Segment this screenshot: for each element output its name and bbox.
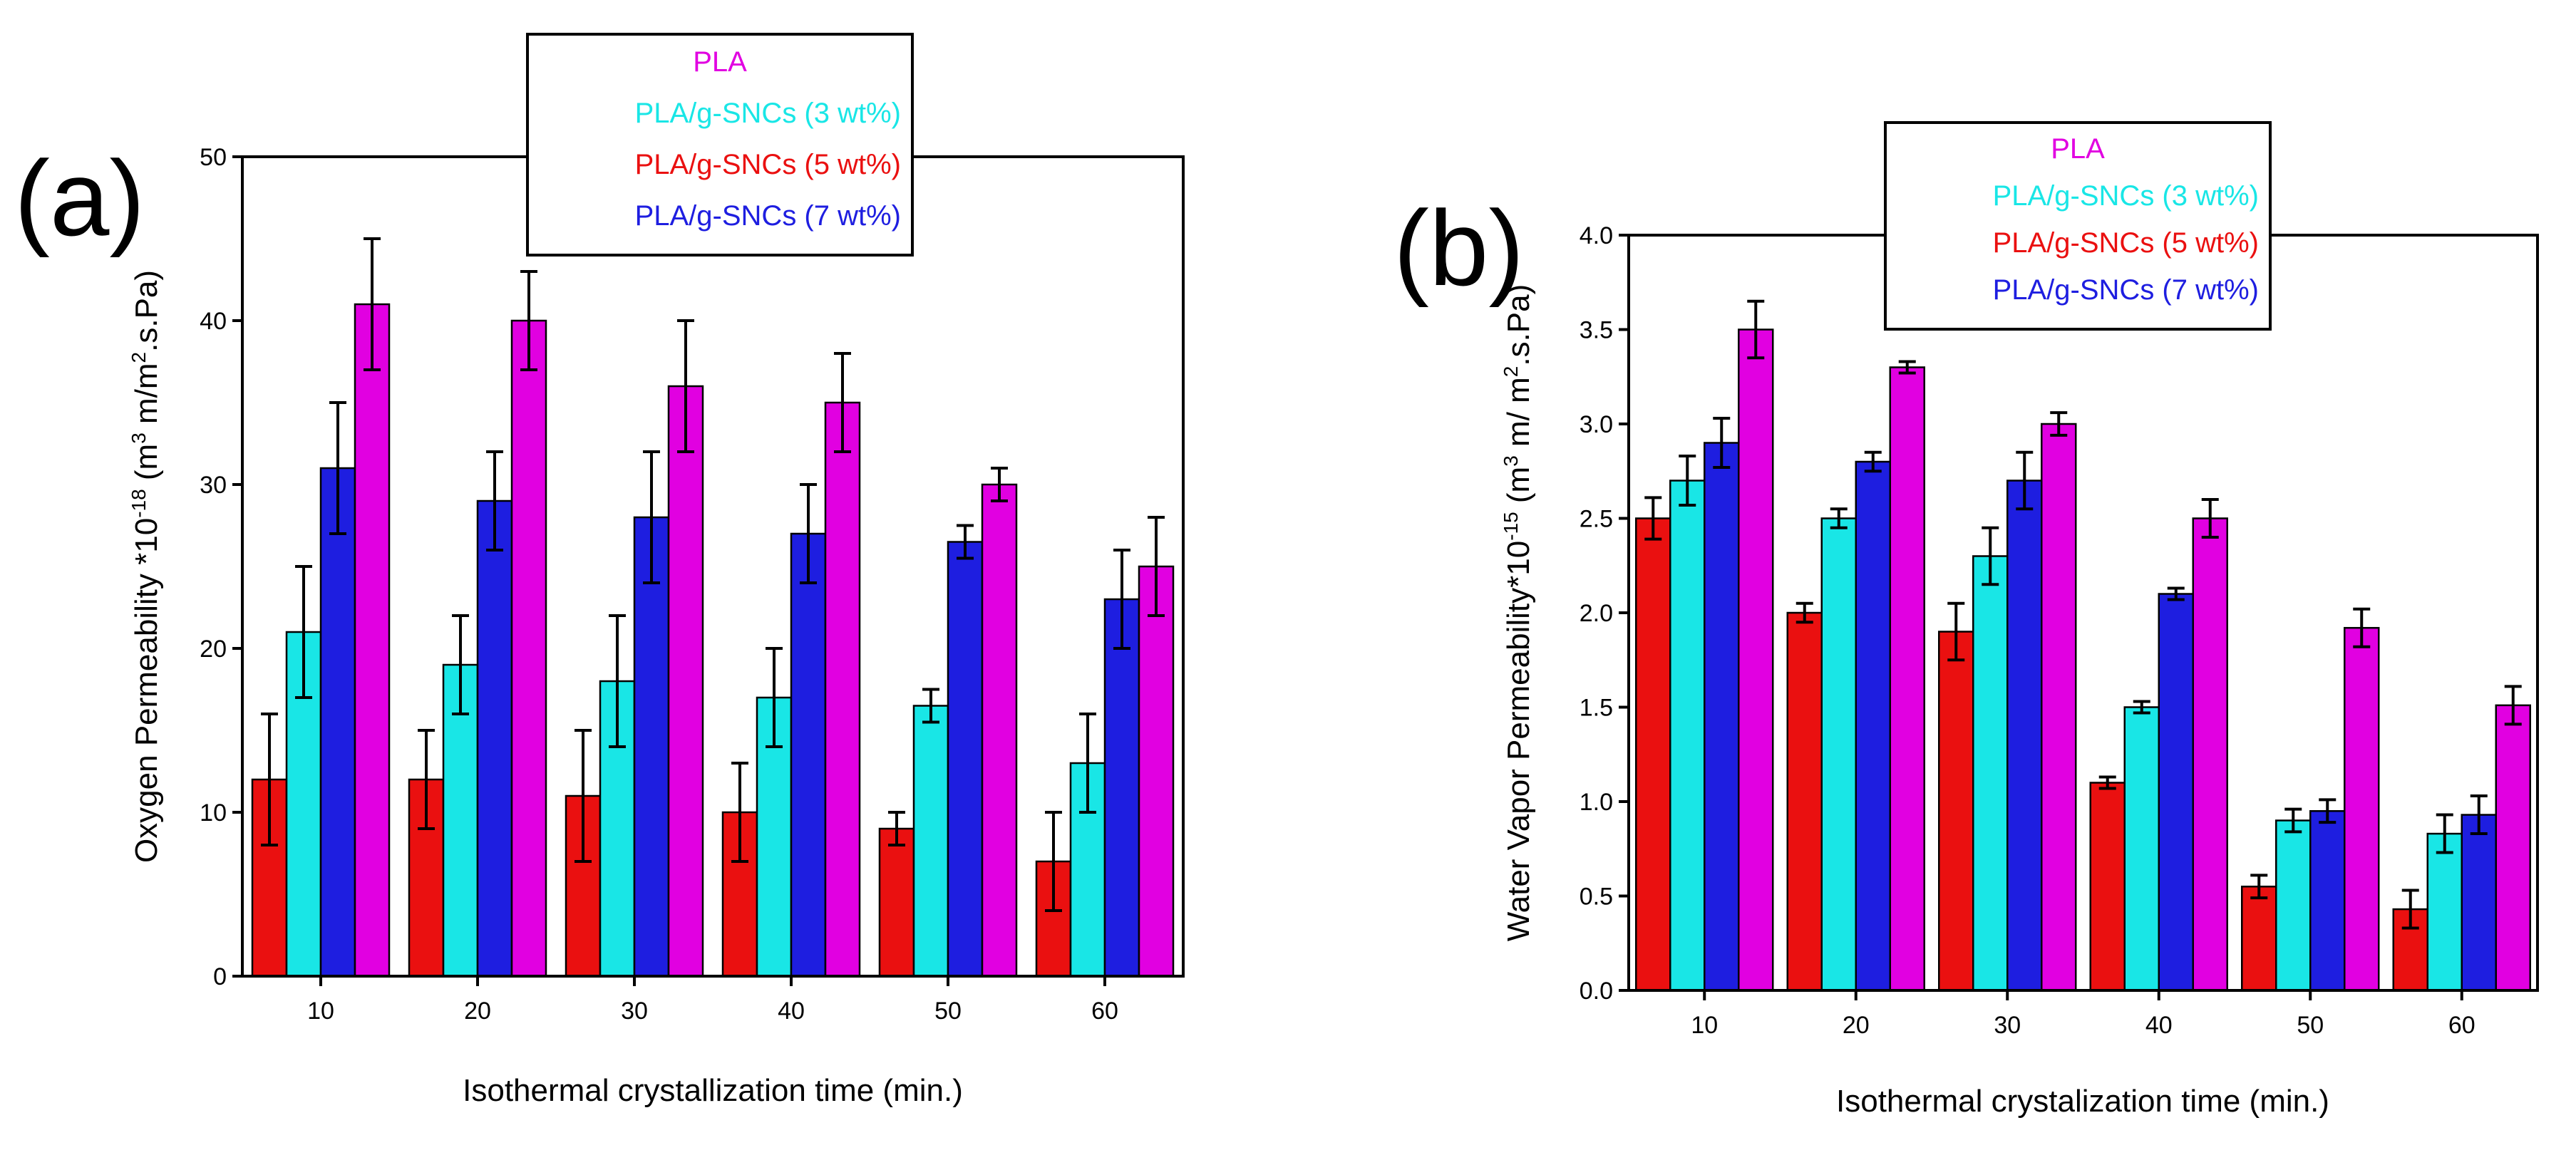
panel-a-legend-entry-pla: PLA [693,46,747,78]
panel-a-legend-entry-pla-g-sncs-5-wt: PLA/g-SNCs (5 wt%) [635,149,901,180]
panel-b-legend-box [1884,121,2272,331]
panel-a-xtick-label: 40 [778,998,805,1025]
panel-b-ytick-label: 4.0 [1580,222,1613,249]
panel-a-bar-pla-g-sncs-7-wt-20 [476,499,513,978]
panel-a-y-axis-title-part: (m [129,444,164,490]
panel-b-bar-pla-g-sncs-7-wt-20 [1855,460,1891,992]
panel-a-bar-pla-60 [1138,565,1175,978]
panel-a-label: (a) [14,138,145,258]
panel-a-bar-pla-g-sncs-7-wt-10 [319,467,356,978]
panel-a-xtick-label: 60 [1091,998,1118,1025]
panel-a-y-axis-title-part: .s.Pa) [129,270,164,352]
panel-b-ytick-label: 2.5 [1580,506,1613,533]
panel-a-ytick-label: 0 [213,963,227,990]
panel-b-y-axis-title-part: (m [1501,467,1536,512]
panel-b-xtick-label: 20 [1843,1012,1870,1039]
panel-a-ytick-label: 30 [200,472,227,499]
panel-b-bar-pla-g-sncs-3-wt-50 [2275,819,2312,992]
panel-a-xtick-label: 50 [934,998,962,1025]
panel-a-legend-entry-pla-g-sncs-7-wt: PLA/g-SNCs (7 wt%) [635,200,901,232]
panel-a-x-axis-title: Isothermal crystallization time (min.) [463,1073,963,1108]
panel-b-bar-pla-40 [2192,517,2228,992]
panel-b-y-axis-title: Water Vapor Permeability*10-15 (m3 m/ m2… [1500,284,1536,942]
panel-b-bar-pla-g-sncs-7-wt-60 [2461,814,2497,992]
panel-b-legend-entry-pla-g-sncs-3-wt: PLA/g-SNCs (3 wt%) [1993,180,2259,212]
panel-a-legend-entry-pla-g-sncs-3-wt: PLA/g-SNCs (3 wt%) [635,98,901,129]
panel-b-xtick-label: 30 [1994,1012,2021,1039]
panel-b-bar-pla-g-sncs-3-wt-40 [2123,706,2160,992]
panel-a-bar-pla-g-sncs-7-wt-40 [790,532,827,978]
panel-b-x-axis-title: Isothermal crystalization time (min.) [1836,1084,2329,1119]
panel-b-water-vapor-permeability: (b) 0.0 0.5 1.0 1.5 2.0 2.5 3.0 3.5 4.0 10 20 30 40 50… [1393,121,2539,1119]
panel-b-ytick-label: 0.5 [1580,884,1613,911]
panel-b-legend-entry-pla-g-sncs-5-wt: PLA/g-SNCs (5 wt%) [1993,227,2259,259]
panel-a-bar-pla-g-sncs-3-wt-40 [756,696,793,978]
panel-b-bar-pla-g-sncs-3-wt-30 [1972,555,2009,992]
panel-a-bar-pla-g-sncs-7-wt-60 [1103,598,1140,978]
panel-a-y-axis-title: Oxygen Permeability *10-18 (m3 m/m2.s.Pa… [128,270,164,863]
panel-b-y-axis-title-part: -15 [1500,512,1522,540]
panel-a-y-axis-title-part: Oxygen Permeability *10 [129,518,164,863]
panel-a-ytick-label: 50 [200,144,227,171]
panel-a-xtick-label: 10 [307,998,334,1025]
panel-a-legend-box [526,33,914,257]
panel-b-y-axis-title-part: Water Vapor Permeability*10 [1501,541,1536,941]
panel-b-bar-pla-g-sncs-7-wt-40 [2158,593,2194,992]
panel-a-bar-pla-g-sncs-7-wt-30 [633,516,670,978]
panel-a-y-axis-title-part: 3 [128,433,150,444]
panel-b-bar-pla-g-sncs-7-wt-30 [2006,480,2043,992]
panel-b-bar-pla-g-sncs-7-wt-10 [1704,442,1740,992]
panel-a-bar-pla-g-sncs-3-wt-20 [442,663,479,978]
panel-b-bar-pla-20 [1889,366,1925,992]
panel-b-y-axis-title-part: m/ m [1501,377,1536,455]
panel-b-bar-pla-g-sncs-5-wt-40 [2089,782,2126,992]
panel-b-ytick-label: 1.0 [1580,789,1613,816]
panel-a-bar-pla-50 [981,483,1018,978]
panel-b-bar-pla-g-sncs-5-wt-10 [1635,517,1671,992]
panel-a-xtick-label: 20 [464,998,491,1025]
panel-b-y-axis-title-part: .s.Pa) [1501,284,1536,366]
panel-b-ytick-label: 2.0 [1580,600,1613,627]
panel-a-bar-pla-g-sncs-5-wt-50 [878,827,915,978]
panel-b-bar-pla-g-sncs-7-wt-50 [2309,810,2346,992]
panel-a-ytick-label: 20 [200,636,227,663]
panel-b-xtick-label: 10 [1691,1012,1718,1039]
panel-b-bar-pla-50 [2344,626,2380,992]
panel-a-bar-pla-g-sncs-3-wt-50 [912,705,949,978]
panel-b-ytick-label: 1.5 [1580,695,1613,722]
panel-a-bar-pla-g-sncs-7-wt-50 [947,541,984,978]
panel-b-xtick-label: 50 [2297,1012,2324,1039]
panel-b-legend-entry-pla: PLA [2051,133,2105,165]
panel-a-bar-pla-30 [667,385,704,978]
panel-b-bar-pla-60 [2495,704,2531,992]
panel-b-y-axis-title-part: 3 [1500,455,1522,467]
panel-b-bar-pla-g-sncs-3-wt-20 [1820,517,1857,992]
panel-a-xtick-label: 30 [621,998,648,1025]
panel-b-bar-pla-30 [2041,423,2077,992]
panel-b-bar-pla-g-sncs-5-wt-20 [1786,611,1823,992]
panel-b-y-axis-title-part: 2 [1500,366,1522,378]
panel-a-y-axis-title-part: m/m [129,363,164,433]
panel-b-ytick-label: 3.0 [1580,411,1613,438]
panel-b-bar-pla-g-sncs-5-wt-30 [1938,631,1974,992]
panel-a-ytick-label: 10 [200,799,227,827]
panel-b-ytick-label: 0.0 [1580,978,1613,1005]
panel-a-bar-pla-40 [824,401,861,978]
panel-a-y-axis-title-part: 2 [128,352,150,363]
panel-b-label: (b) [1393,188,1524,308]
panel-a-oxygen-permeability: (a) 0 10 20 30 40 50 10 20 30 40 50 60 Isothermal cry… [14,33,1185,1108]
panel-b-legend-entry-pla-g-sncs-7-wt: PLA/g-SNCs (7 wt%) [1993,274,2259,306]
panel-b-xtick-label: 40 [2145,1012,2173,1039]
panel-b-bar-pla-g-sncs-5-wt-50 [2241,886,2277,992]
panel-b-bar-pla-g-sncs-3-wt-60 [2426,832,2463,992]
panel-a-ytick-label: 40 [200,308,227,335]
panel-a-bar-pla-10 [354,303,391,978]
panel-b-bar-pla-10 [1738,328,1774,992]
panel-b-ytick-label: 3.5 [1580,317,1613,344]
panel-a-y-axis-title-part: -18 [128,489,150,517]
panel-a-bar-pla-20 [510,319,547,978]
panel-b-xtick-label: 60 [2448,1012,2475,1039]
panel-b-bar-pla-g-sncs-3-wt-10 [1669,480,1706,992]
